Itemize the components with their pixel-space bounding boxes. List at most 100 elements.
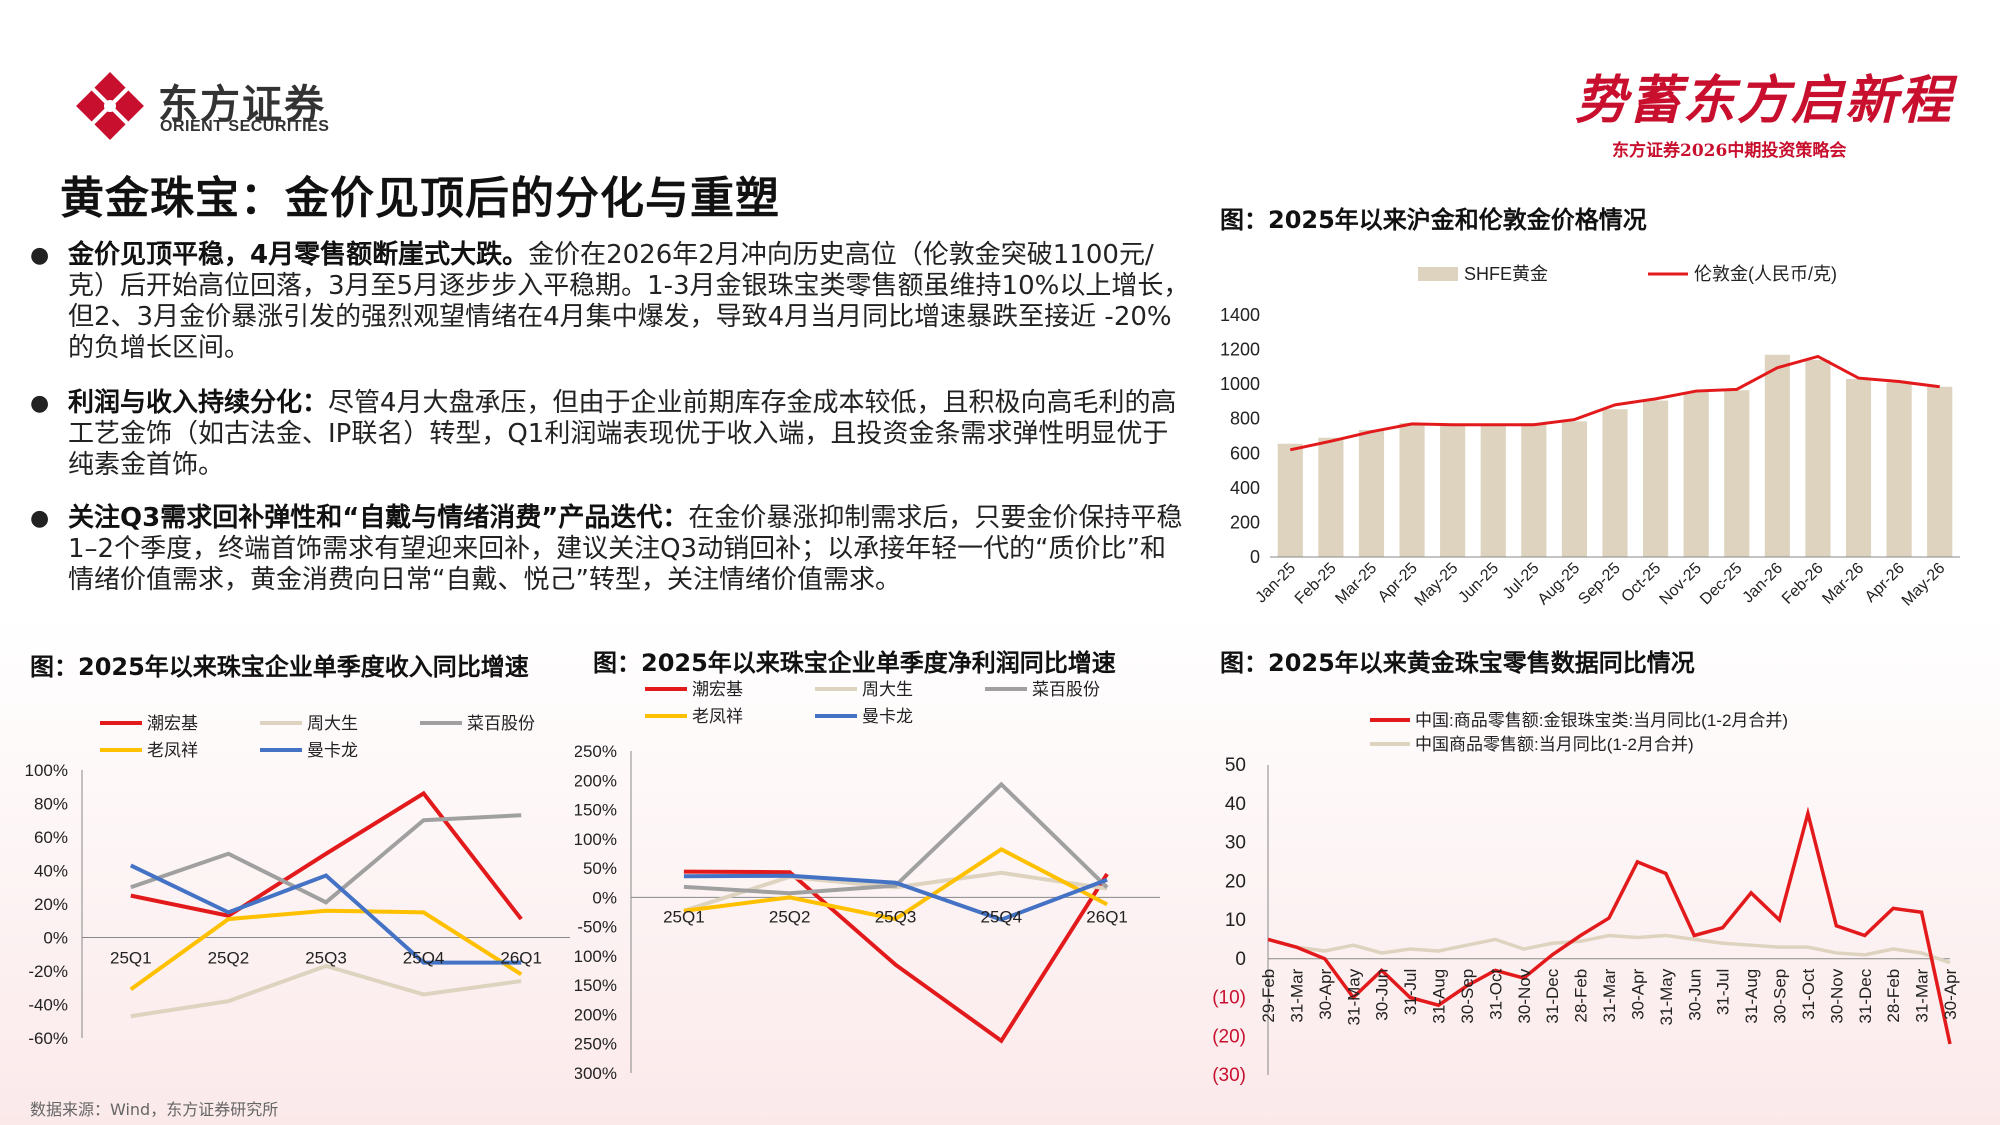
x-tick-label: 31-Dec	[1856, 968, 1875, 1023]
bar-shfe	[1561, 421, 1587, 557]
legend-label-series-3: 老凤祥	[147, 741, 198, 760]
x-tick-label: 31-Jul	[1714, 969, 1733, 1015]
x-tick-label: 26Q1	[1086, 907, 1128, 926]
line-series-3	[129, 908, 523, 992]
x-tick-label: 25Q4	[981, 907, 1023, 926]
legend-label-series-0: 潮宏基	[147, 714, 198, 733]
x-tick-label: 31-Oct	[1799, 968, 1818, 1019]
x-tick-label: 25Q1	[110, 949, 152, 968]
x-tick-label: 31-May	[1344, 968, 1363, 1025]
y-tick-label: (10)	[1212, 988, 1246, 1009]
y-tick-label: 150%	[575, 801, 617, 820]
x-tick-label: 31-Aug	[1430, 969, 1449, 1024]
bullet-2: ● 利润与收入持续分化：尽管4月大盘承压，但由于企业前期库存金成本较低，且积极向…	[30, 388, 1190, 481]
x-tick-label: 28-Feb	[1884, 969, 1903, 1023]
x-tick-label: Aug-25	[1535, 560, 1584, 609]
x-tick-label: 30-Nov	[1827, 968, 1846, 1023]
bar-shfe	[1724, 390, 1750, 557]
y-tick-label: 0	[1235, 949, 1246, 970]
y-tick-label: 100%	[575, 830, 617, 849]
y-tick-label: 100%	[25, 761, 68, 780]
line-series-1	[130, 963, 522, 1019]
x-tick-label: Dec-25	[1697, 560, 1746, 609]
x-tick-label: 25Q2	[769, 907, 811, 926]
bar-shfe	[1886, 382, 1912, 557]
x-tick-label: 29-Feb	[1259, 969, 1278, 1023]
legend-label-series-0: 潮宏基	[692, 680, 743, 699]
page-title: 黄金珠宝：金价见顶后的分化与重塑	[60, 173, 780, 224]
bullet-dot-icon: ●	[30, 391, 50, 416]
legend-label-shfe: SHFE黄金	[1464, 264, 1548, 284]
y-tick-label: -300%	[575, 1064, 617, 1083]
x-tick-label: Feb-25	[1292, 560, 1340, 608]
y-tick-label: 1000	[1220, 374, 1260, 394]
bar-shfe	[1805, 359, 1831, 557]
bar-shfe	[1845, 378, 1872, 557]
y-tick-label: -60%	[28, 1029, 68, 1048]
x-tick-label: 25Q2	[208, 949, 250, 968]
bar-shfe	[1602, 409, 1628, 557]
line-series-2	[130, 813, 522, 905]
chart-title-profit: 图：2025年以来珠宝企业单季度净利润同比增速	[593, 649, 1116, 677]
y-tick-label: 200	[1230, 512, 1260, 532]
x-tick-label: 28-Feb	[1572, 969, 1591, 1023]
bar-shfe	[1927, 386, 1953, 557]
chart-title-gold-price: 图：2025年以来沪金和伦敦金价格情况	[1220, 206, 1647, 234]
y-tick-label: -20%	[28, 962, 68, 981]
y-tick-label: 600	[1230, 443, 1260, 463]
bullet-dot-icon: ●	[30, 506, 50, 531]
y-tick-label: 30	[1225, 833, 1246, 854]
x-tick-label: 30-Sep	[1771, 969, 1790, 1024]
legend-label-series-4: 曼卡龙	[307, 741, 358, 760]
bullet-2-body: 尽管4月大盘承压，但由于企业前期库存金成本较低，且积极向高毛利的高工艺金饰（如古…	[68, 388, 1177, 480]
legend-swatch-shfe	[1418, 267, 1458, 281]
x-tick-label: Sep-25	[1575, 560, 1624, 609]
bar-shfe	[1683, 391, 1709, 557]
line-series-0	[130, 790, 523, 921]
line-london-gold	[1289, 354, 1940, 452]
x-tick-label: 25Q3	[305, 949, 347, 968]
x-tick-label: 25Q4	[403, 949, 445, 968]
x-tick-label: 26Q1	[500, 949, 542, 968]
logo-text-en: ORIENT SECURITIES	[160, 118, 330, 135]
y-tick-label: 20	[1225, 871, 1246, 892]
x-tick-label: 25Q3	[875, 907, 917, 926]
y-tick-label: 50	[1225, 755, 1246, 776]
y-tick-label: 60%	[34, 828, 68, 847]
x-tick-label: 31-Aug	[1742, 969, 1761, 1024]
legend-label-series-2: 菜百股份	[1032, 680, 1100, 699]
line-series-1	[1267, 933, 1951, 965]
line-series-3	[683, 847, 1109, 922]
legend-label-series-1: 中国商品零售额:当月同比(1-2月合并)	[1415, 735, 1694, 754]
y-tick-label: -250%	[575, 1035, 617, 1054]
y-tick-label: -200%	[575, 1005, 617, 1024]
bullet-3-body: 在金价暴涨抑制需求后，只要金价保持平稳1–2个季度，终端首饰需求有望迎来回补，建…	[68, 503, 1183, 595]
bar-shfe	[1399, 423, 1425, 557]
x-tick-label: 30-Jun	[1373, 969, 1392, 1021]
bar-shfe	[1521, 423, 1547, 557]
x-tick-label: May-26	[1899, 560, 1949, 610]
line-series-0	[683, 869, 1109, 1044]
y-tick-label: (20)	[1212, 1026, 1246, 1047]
x-tick-label: 30-Apr	[1628, 968, 1647, 1019]
x-tick-label: 30-Nov	[1515, 968, 1534, 1023]
slogan-subtitle: 东方证券2026中期投资策略会	[1612, 141, 1847, 161]
x-tick-label: Mar-25	[1332, 560, 1380, 608]
bullet-2-heading: 利润与收入持续分化：	[68, 388, 329, 418]
x-tick-label: 31-May	[1657, 968, 1676, 1025]
y-tick-label: 0%	[43, 929, 68, 948]
bar-shfe	[1643, 400, 1669, 557]
y-tick-label: -150%	[575, 976, 617, 995]
bar-shfe	[1480, 423, 1506, 557]
legend-label-series-2: 菜百股份	[467, 714, 535, 733]
legend-label-series-0: 中国:商品零售额:金银珠宝类:当月同比(1-2月合并)	[1415, 711, 1788, 730]
bar-shfe	[1440, 424, 1466, 557]
retail-yoy-chart: 中国:商品零售额:金银珠宝类:当月同比(1-2月合并) 中国商品零售额:当月同比(…	[1212, 711, 1960, 1086]
y-tick-label: -100%	[575, 947, 617, 966]
y-tick-label: 1400	[1220, 305, 1260, 325]
y-tick-label: 250%	[575, 742, 617, 761]
x-tick-label: 30-Apr	[1316, 968, 1335, 1019]
y-tick-label: 0%	[592, 888, 617, 907]
